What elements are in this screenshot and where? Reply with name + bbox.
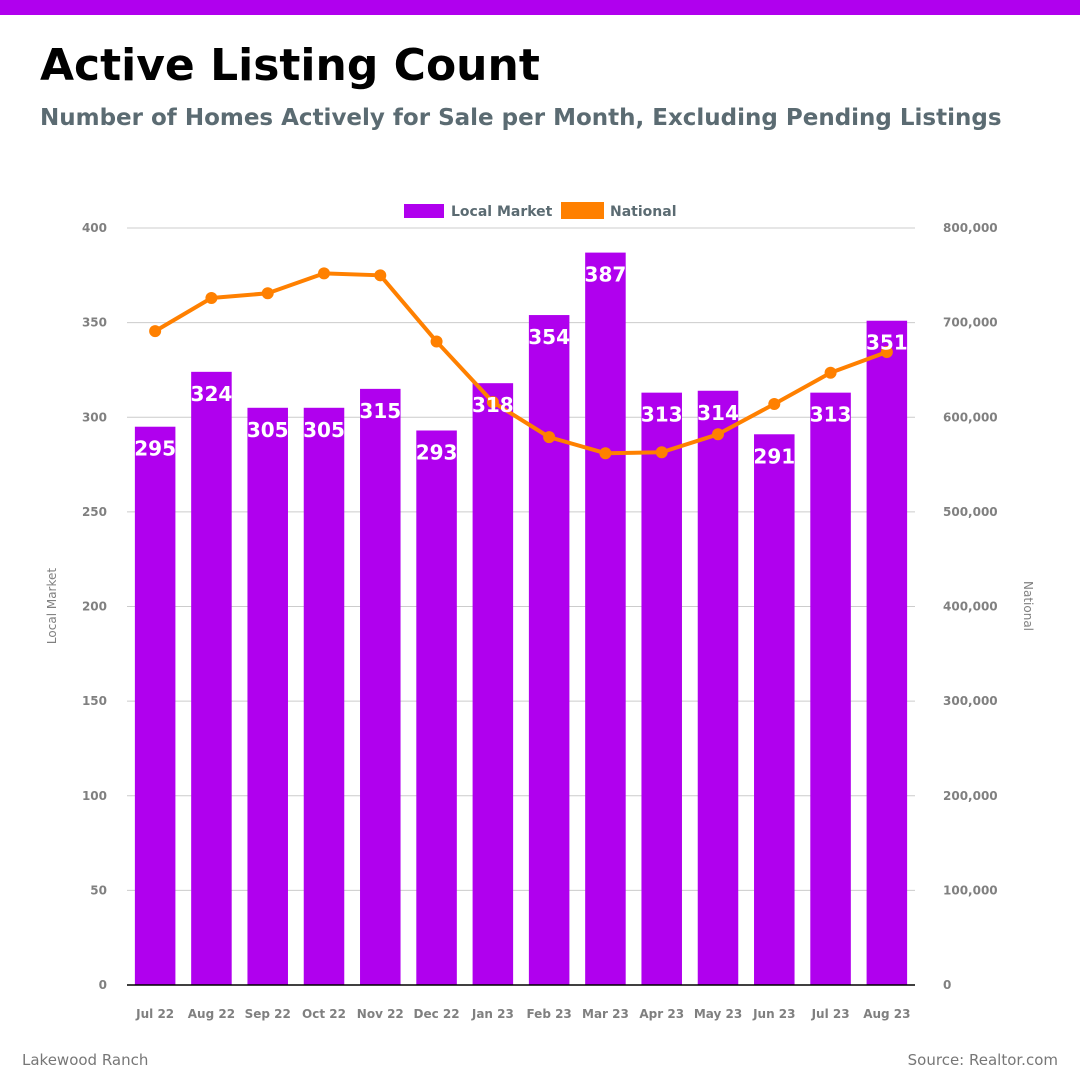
bar-jan-23[interactable] [472,383,514,985]
x-tick-label: Feb 23 [526,1007,571,1021]
national-line [154,271,888,456]
bar-sep-22[interactable] [247,407,288,986]
national-point-mar-23[interactable] [599,447,612,460]
right-tick-label: 700,000 [943,316,998,330]
right-tick-label: 800,000 [943,221,998,235]
national-point-aug-22[interactable] [205,292,218,305]
left-tick-label: 400 [82,221,107,235]
right-axis-ticks: 0 100,000 200,000 300,000 400,000 500,000 600,… [943,221,998,992]
right-tick-label: 0 [943,978,951,992]
bar-data-label: 313 [641,403,683,427]
x-tick-label: Nov 22 [357,1007,404,1021]
right-tick-label: 400,000 [943,600,998,614]
bar-data-label: 315 [359,399,401,423]
bar-nov-22[interactable] [360,388,401,985]
bar-may-23[interactable] [697,390,739,985]
bar-data-label: 354 [528,325,570,349]
x-tick-label: Sep 22 [245,1007,291,1021]
bar-data-label: 305 [247,418,289,442]
bar-data-label: 295 [134,437,176,461]
national-point-dec-22[interactable] [430,335,443,348]
left-axis-title: Local Market [45,568,59,644]
bar-data-label: 305 [303,418,345,442]
left-tick-label: 100 [82,789,107,803]
national-point-jul-23[interactable] [824,366,837,379]
bar-data-label: 313 [810,403,852,427]
legend-label-national[interactable]: National [610,204,677,220]
x-tick-label: Dec 22 [414,1007,460,1021]
bar-data-label: 291 [753,444,795,468]
left-tick-label: 300 [82,410,107,424]
footer-location: Lakewood Ranch [22,1051,149,1069]
bar-jul-22[interactable] [134,426,176,985]
x-tick-label: Jul 23 [811,1007,850,1021]
x-tick-label: Aug 23 [863,1007,910,1021]
national-point-nov-22[interactable] [374,269,387,282]
national-point-sep-22[interactable] [261,287,274,300]
legend: Local Market National [404,202,677,220]
national-point-oct-22[interactable] [318,267,330,280]
left-tick-label: 150 [82,694,107,708]
left-axis-ticks: 0 50 100 150 200 250 300 350 400 [82,221,107,992]
x-tick-label: Apr 23 [639,1007,684,1021]
bar-data-labels: 295 324 305 305 315 293 318 354 387 313 314 291 313 3… [134,263,907,469]
bar-data-label: 293 [416,440,458,464]
bar-mar-23[interactable] [585,252,626,986]
right-tick-label: 500,000 [943,505,998,519]
bar-jul-23[interactable] [810,392,851,986]
bar-aug-23[interactable] [866,320,908,985]
left-tick-label: 200 [82,600,107,614]
national-point-aug-23[interactable] [880,345,893,358]
x-tick-label: May 23 [694,1007,742,1021]
bar-apr-23[interactable] [641,392,682,986]
national-point-jan-23[interactable] [486,396,499,409]
top-accent-bar [0,0,1080,15]
legend-swatch-national[interactable] [561,202,604,219]
legend-label-local-market[interactable]: Local Market [451,204,553,220]
left-tick-label: 50 [90,883,107,897]
bar-dec-22[interactable] [416,430,457,985]
x-tick-label: Jun 23 [752,1007,795,1021]
national-point-jul-22[interactable] [149,325,162,338]
national-point-apr-23[interactable] [655,446,668,459]
chart-subtitle: Number of Homes Actively for Sale per Mo… [40,105,1002,131]
x-tick-label: Jan 23 [471,1007,514,1021]
x-tick-label: Mar 23 [582,1007,629,1021]
right-tick-label: 300,000 [943,694,998,708]
national-point-may-23[interactable] [712,428,724,441]
bar-series-local-market [134,252,908,986]
right-tick-label: 600,000 [943,410,998,424]
bar-oct-22[interactable] [303,407,345,986]
right-tick-label: 100,000 [943,883,998,897]
left-tick-label: 250 [82,505,107,519]
bar-aug-22[interactable] [191,371,232,986]
x-tick-label: Aug 22 [188,1007,235,1021]
legend-swatch-local-market[interactable] [404,204,444,218]
national-point-feb-23[interactable] [543,431,556,444]
right-axis-title: National [1021,581,1035,631]
left-tick-label: 0 [99,978,107,992]
left-tick-label: 350 [82,316,107,330]
x-tick-label: Jul 22 [135,1007,174,1021]
footer-source: Source: Realtor.com [907,1051,1058,1069]
bar-jun-23[interactable] [754,434,795,986]
line-series-national [149,267,893,460]
bar-data-label: 387 [585,263,627,287]
x-axis-ticks: Jul 22 Aug 22 Sep 22 Oct 22 Nov 22 Dec 22 Jan … [135,1007,910,1021]
right-tick-label: 200,000 [943,789,998,803]
chart-title: Active Listing Count [40,40,540,91]
bar-data-label: 314 [697,401,739,425]
x-tick-label: Oct 22 [302,1007,346,1021]
national-point-jun-23[interactable] [768,398,781,411]
gridlines [127,227,915,891]
bar-data-label: 324 [191,382,233,406]
bar-feb-23[interactable] [528,315,570,985]
bar-data-label: 318 [472,393,514,417]
bar-data-label: 351 [866,331,908,355]
